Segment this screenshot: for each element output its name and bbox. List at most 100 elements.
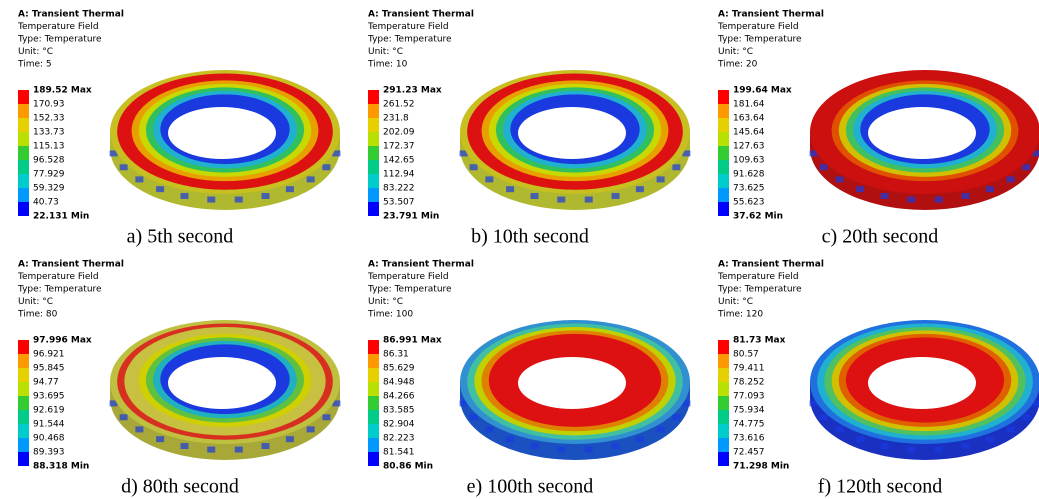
legend-label: 71.298 Min [733, 462, 789, 472]
legend-swatch [18, 452, 29, 466]
vent [306, 426, 315, 433]
legend-label: 83.222 [383, 184, 415, 194]
vent [119, 414, 128, 421]
header-line: Temperature Field [717, 272, 799, 282]
vent [934, 196, 943, 203]
legend-label: 74.775 [733, 420, 765, 430]
vent [985, 186, 994, 193]
vent [506, 436, 515, 443]
legend-swatch [18, 104, 29, 118]
legend-swatch [718, 424, 729, 438]
vent [180, 193, 189, 200]
legend-swatch [18, 188, 29, 202]
header-line: Type: Temperature [17, 35, 102, 45]
legend-label: 86.31 [383, 350, 409, 360]
header-line: Type: Temperature [17, 285, 102, 295]
vent [119, 164, 128, 171]
header-line: Type: Temperature [367, 35, 452, 45]
legend-label: 94.77 [33, 378, 59, 388]
legend-swatch [368, 146, 379, 160]
vent [332, 150, 341, 157]
vent [485, 176, 494, 183]
legend-label: 80.57 [733, 350, 759, 360]
vent [856, 436, 865, 443]
legend-label: 84.948 [383, 378, 415, 388]
legend-label: 89.393 [33, 448, 65, 458]
vent [306, 176, 315, 183]
vent [809, 400, 818, 407]
legend-swatch [18, 90, 29, 104]
legend-label: 82.223 [383, 434, 415, 444]
legend-label: 231.8 [383, 114, 409, 124]
legend-swatch [18, 146, 29, 160]
header-line: Time: 100 [367, 310, 413, 320]
legend-swatch [718, 368, 729, 382]
legend-swatch [368, 424, 379, 438]
vent [506, 186, 515, 193]
legend-label: 59.329 [33, 184, 65, 194]
legend-label: 86.991 Max [383, 336, 442, 346]
legend-swatch [368, 188, 379, 202]
header-line: Unit: °C [18, 297, 53, 307]
vent [557, 196, 566, 203]
vent [1032, 150, 1039, 157]
legend-swatch [18, 160, 29, 174]
legend-swatch [718, 188, 729, 202]
caption: b) 10th second [471, 226, 589, 248]
caption: a) 5th second [127, 226, 234, 248]
legend-swatch [718, 132, 729, 146]
legend-label: 79.411 [733, 364, 765, 374]
legend-label: 172.37 [383, 142, 415, 152]
vent [584, 196, 593, 203]
legend-swatch [718, 146, 729, 160]
legend-swatch [718, 104, 729, 118]
vent [135, 176, 144, 183]
vent [459, 150, 468, 157]
legend-label: 37.62 Min [733, 212, 783, 222]
panel: A: Transient Thermal Temperature Field Typ… [367, 10, 691, 248]
header-line: A: Transient Thermal [18, 260, 124, 270]
vent [109, 150, 118, 157]
legend-swatch [18, 202, 29, 216]
vent [961, 193, 970, 200]
legend-swatch [18, 410, 29, 424]
legend-swatch [368, 160, 379, 174]
legend-swatch [368, 118, 379, 132]
header-line: Time: 20 [717, 60, 758, 70]
vent [156, 436, 165, 443]
vent [656, 176, 665, 183]
caption: f) 120th second [818, 476, 942, 498]
disc-hole [868, 107, 976, 159]
legend-label: 170.93 [33, 100, 65, 110]
vent [635, 186, 644, 193]
vent [907, 446, 916, 453]
vent [819, 164, 828, 171]
legend-label: 133.73 [33, 128, 65, 138]
legend-swatch [18, 354, 29, 368]
legend-label: 152.33 [33, 114, 65, 124]
vent [557, 446, 566, 453]
legend-label: 145.64 [733, 128, 765, 138]
header-line: Temperature Field [17, 272, 99, 282]
header-line: Unit: °C [718, 297, 753, 307]
legend-label: 23.791 Min [383, 212, 439, 222]
legend-label: 163.64 [733, 114, 765, 124]
legend-label: 90.468 [33, 434, 65, 444]
legend-label: 96.921 [33, 350, 65, 360]
legend-label: 202.09 [383, 128, 415, 138]
disc-hole [518, 107, 626, 159]
legend-swatch [368, 438, 379, 452]
panel: A: Transient Thermal Temperature Field Typ… [717, 260, 1039, 498]
legend-label: 73.616 [733, 434, 765, 444]
header-line: A: Transient Thermal [368, 260, 474, 270]
vent [207, 446, 216, 453]
legend-swatch [368, 90, 379, 104]
legend-label: 189.52 Max [33, 86, 92, 96]
legend-swatch [18, 132, 29, 146]
legend-label: 88.318 Min [33, 462, 89, 472]
vent [672, 164, 681, 171]
header-line: Temperature Field [367, 272, 449, 282]
legend-swatch [18, 118, 29, 132]
legend-swatch [718, 174, 729, 188]
